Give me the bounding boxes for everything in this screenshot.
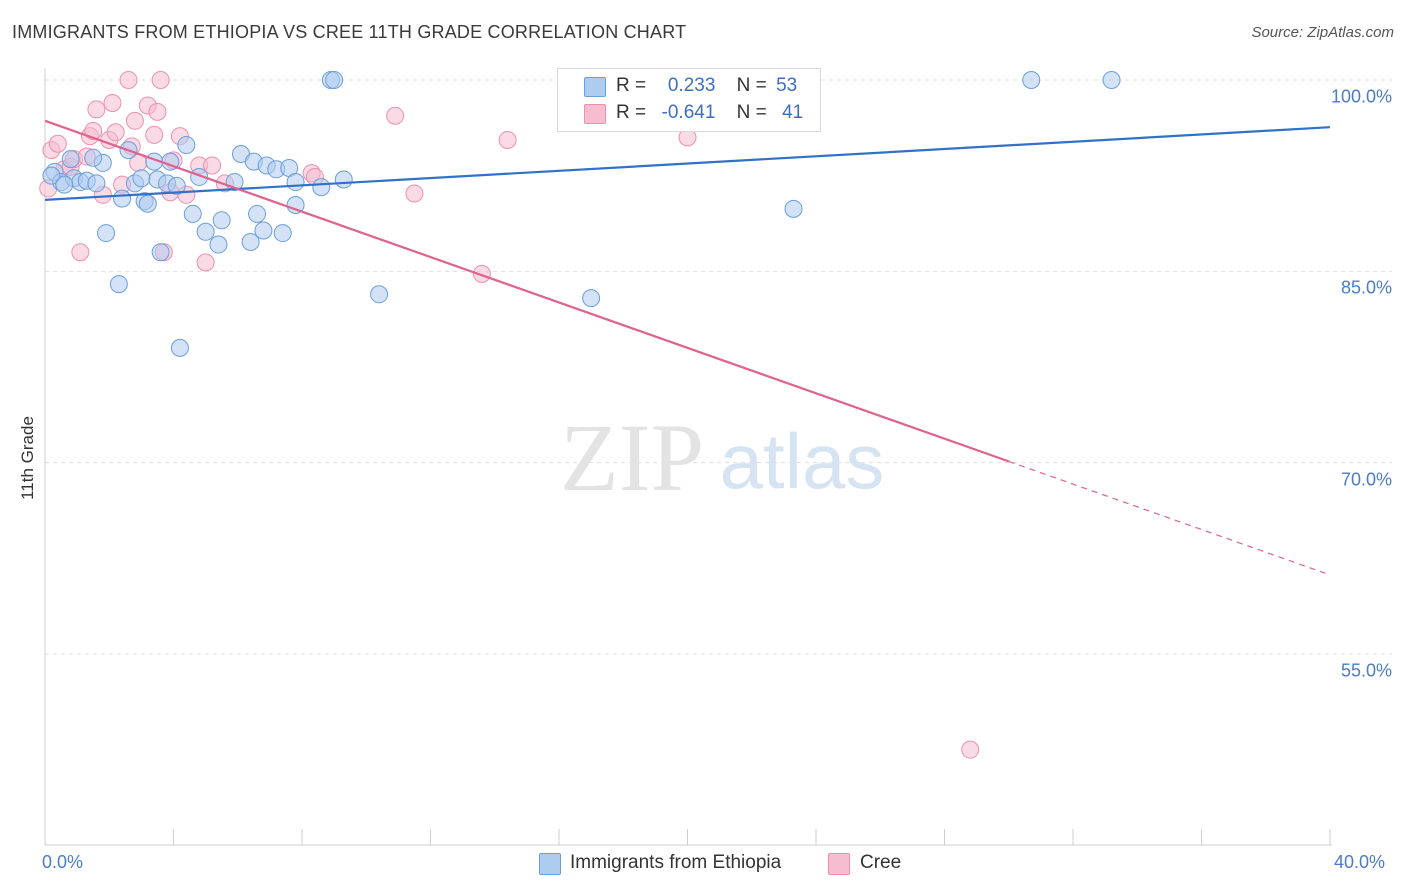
ethiopia-point <box>138 194 157 213</box>
y-tick-label: 55.0% <box>1340 660 1392 681</box>
cree-point <box>405 184 424 203</box>
y-axis-label: 11th Grade <box>18 416 37 500</box>
cree-point <box>148 102 167 121</box>
ethiopia-point <box>582 289 601 308</box>
cree-point <box>472 264 491 283</box>
ethiopia-point <box>248 204 267 223</box>
legend-r-label: R = <box>616 75 647 96</box>
cree-point <box>106 123 125 142</box>
ethiopia-point <box>312 178 331 197</box>
chart-title: IMMIGRANTS FROM ETHIOPIA VS CREE 11TH GR… <box>12 22 687 42</box>
bottom-legend-cree: Cree <box>860 852 902 873</box>
ethiopia-point <box>61 150 80 169</box>
legend-n-label: N = <box>736 75 767 96</box>
cree-point <box>203 156 222 175</box>
cree-point <box>145 125 164 144</box>
cree-point <box>71 243 90 262</box>
ethiopia-point <box>97 224 116 243</box>
y-tick-label: 100.0% <box>1330 86 1392 107</box>
cree-point <box>103 93 122 112</box>
ethiopia-point <box>1022 71 1041 89</box>
trend-line-cree <box>44 119 1010 463</box>
ethiopia-point <box>1102 71 1121 89</box>
legend-swatch-ethiopia <box>584 77 606 97</box>
bottom-legend-swatch-cree <box>828 853 850 875</box>
legend-row-cree: R = -0.641 N = 41 <box>616 102 803 124</box>
legend-n-value: 41 <box>782 102 804 123</box>
legend-n-value: 53 <box>776 75 798 96</box>
ethiopia-point <box>151 243 170 262</box>
cree-point <box>196 253 215 272</box>
y-tick-label: 85.0% <box>1340 277 1392 298</box>
cree-point <box>498 130 517 149</box>
ethiopia-point <box>273 224 292 243</box>
stats-legend: R = 0.233 N = 53 R = -0.641 N = 41 <box>557 68 821 132</box>
legend-row-ethiopia: R = 0.233 N = 53 <box>616 75 797 97</box>
y-tick-label: 70.0% <box>1340 469 1392 490</box>
ethiopia-point <box>167 176 186 195</box>
bottom-legend-ethiopia: Immigrants from Ethiopia <box>570 852 782 873</box>
cree-point <box>125 111 144 130</box>
watermark-zip: ZIP <box>560 404 704 511</box>
ethiopia-point <box>109 275 128 294</box>
ethiopia-point <box>254 221 273 240</box>
ethiopia-point <box>286 173 305 192</box>
legend-swatch-cree <box>584 104 606 124</box>
ethiopia-point <box>286 196 305 215</box>
ethiopia-point <box>113 189 132 208</box>
cree-point <box>119 71 138 89</box>
cree-point <box>87 100 106 119</box>
watermark-atlas: atlas <box>720 417 885 505</box>
ethiopia-point <box>370 285 389 304</box>
ethiopia-point <box>132 169 151 188</box>
ethiopia-point <box>84 148 103 167</box>
ethiopia-point <box>196 222 215 241</box>
ethiopia-point <box>212 211 231 230</box>
cree-point <box>386 106 405 125</box>
ethiopia-point <box>170 338 189 357</box>
series-ethiopia-points <box>42 71 1121 357</box>
source-label: Source: ZipAtlas.com <box>1251 24 1394 41</box>
cree-point <box>961 740 980 759</box>
cree-point <box>48 134 67 153</box>
ethiopia-point <box>209 235 228 254</box>
bottom-legend-swatch-ethiopia <box>539 853 561 875</box>
ethiopia-point <box>784 199 803 218</box>
trend-line-cree-extension <box>1008 460 1331 576</box>
legend-r-value: -0.641 <box>661 102 716 123</box>
legend-n-label: N = <box>736 102 767 123</box>
trend-line-ethiopia <box>44 126 1331 202</box>
ethiopia-point <box>334 170 353 189</box>
legend-r-label: R = <box>616 102 647 123</box>
legend-r-value: 0.233 <box>667 75 716 96</box>
ethiopia-point <box>87 174 106 193</box>
ethiopia-point <box>183 204 202 223</box>
cree-point <box>151 71 170 89</box>
x-tick-label-max: 40.0% <box>1334 852 1386 872</box>
ethiopia-point <box>241 232 260 251</box>
trend-lines <box>44 119 1331 576</box>
ethiopia-point <box>55 175 74 194</box>
ethiopia-point <box>325 71 344 89</box>
x-tick-label-min: 0.0% <box>42 852 84 872</box>
ethiopia-point <box>177 136 196 155</box>
axes <box>44 68 1332 846</box>
ethiopia-point <box>42 166 61 185</box>
